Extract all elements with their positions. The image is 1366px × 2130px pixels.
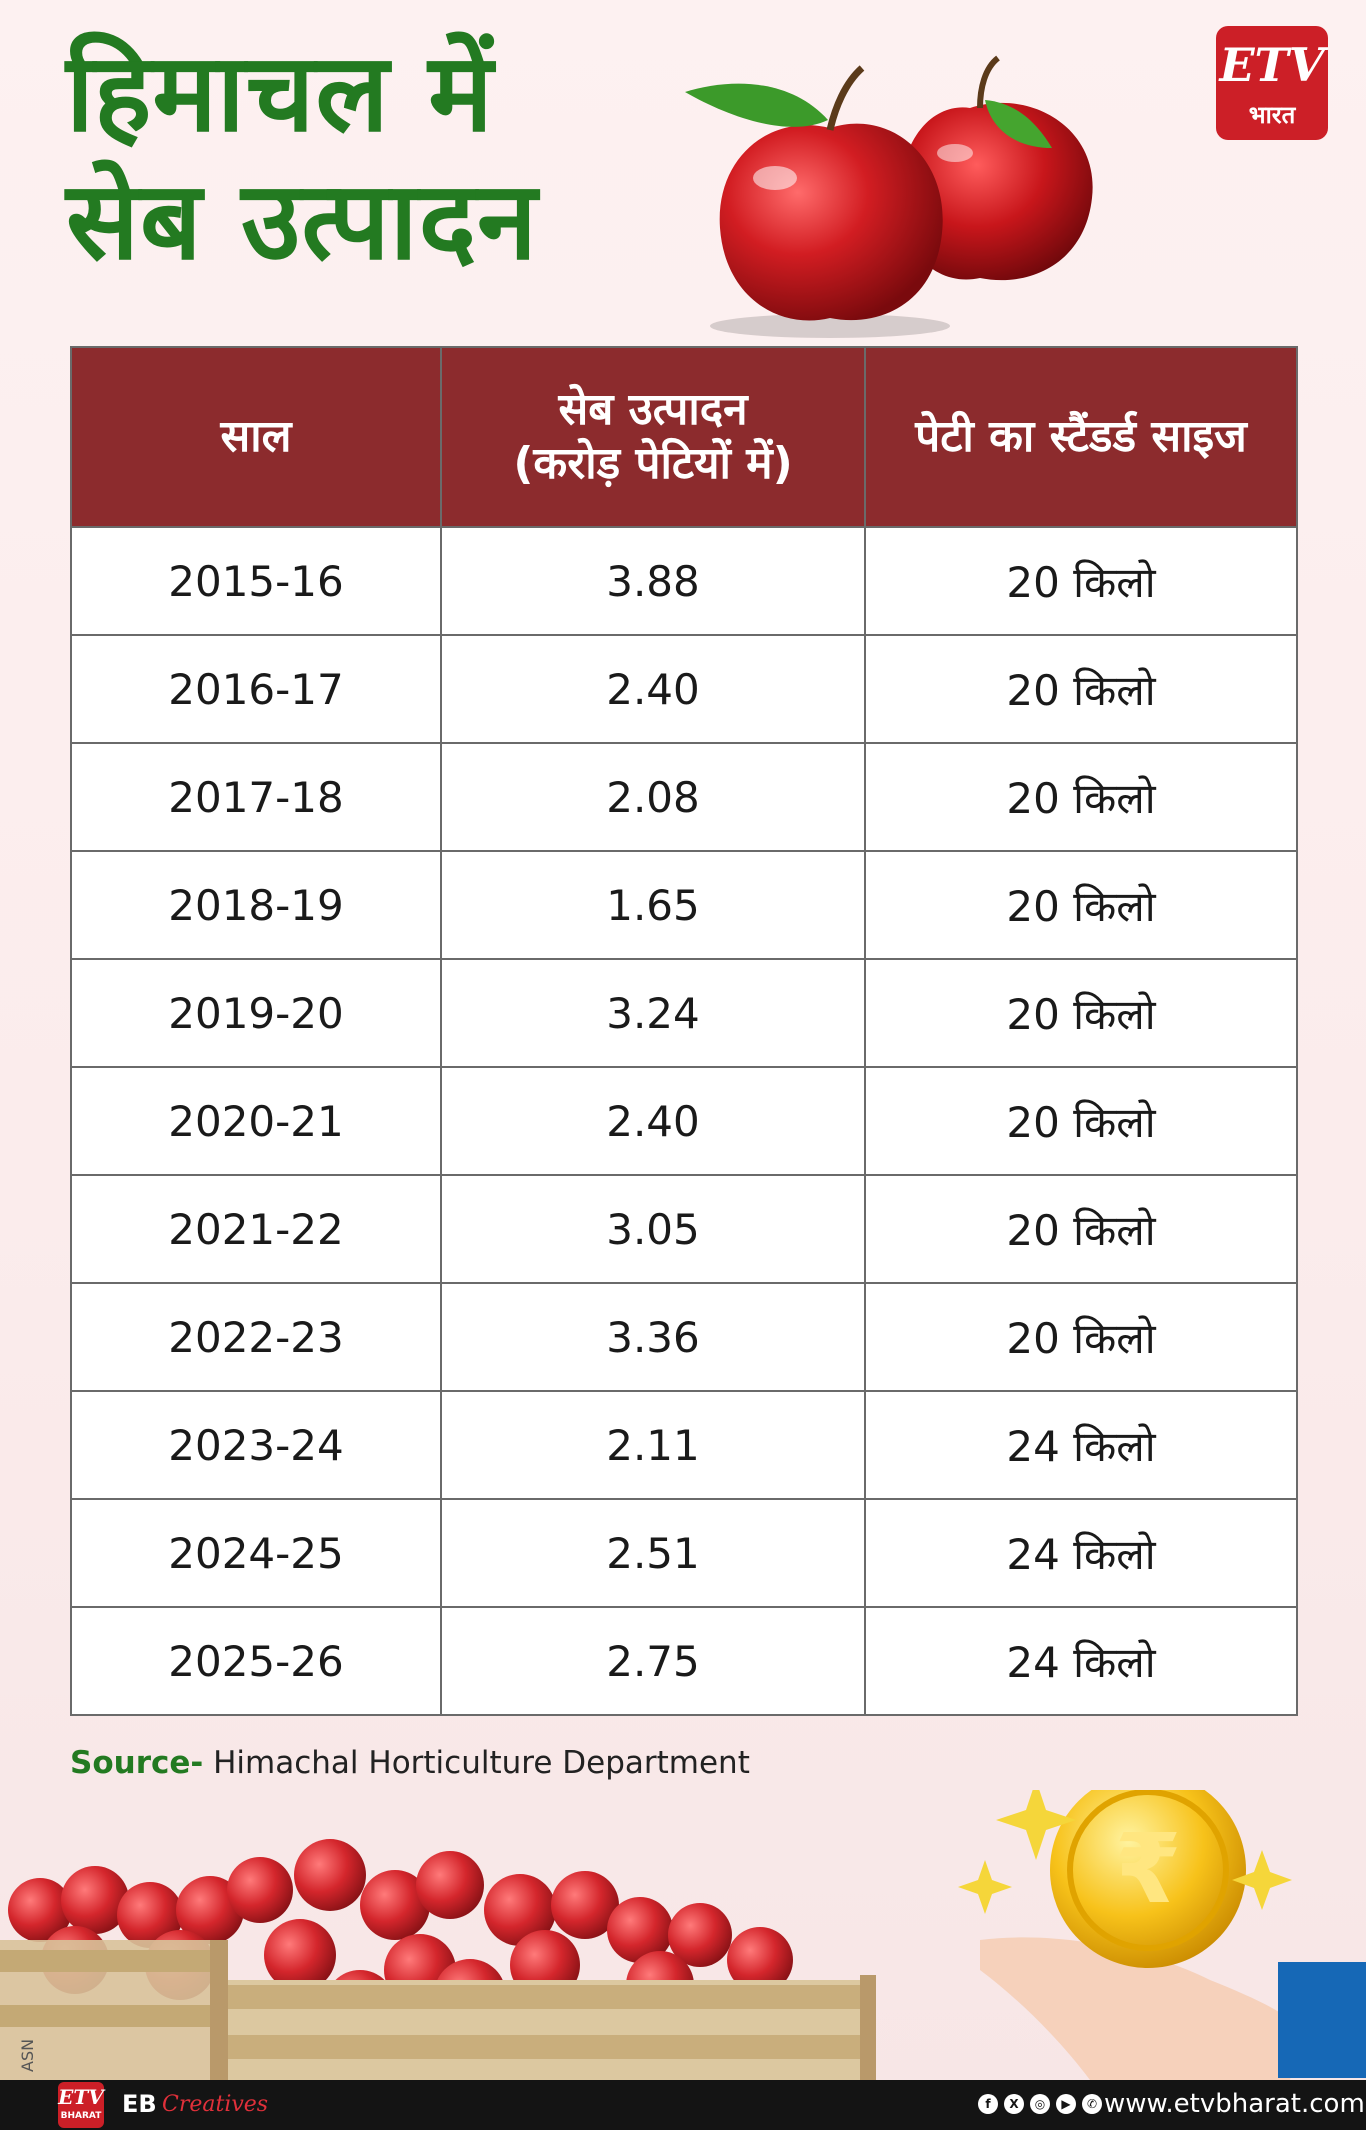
svg-text:₹: ₹ xyxy=(1115,1813,1182,1925)
title-line-2: सेब उत्पादन xyxy=(66,159,538,284)
cell-year: 2025-26 xyxy=(70,1606,442,1716)
instagram-icon[interactable]: ◎ xyxy=(1030,2094,1050,2114)
footer-logo: ETV BHARAT xyxy=(58,2082,104,2128)
asn-label: ASN xyxy=(18,2038,37,2072)
title-line-1: हिमाचल में xyxy=(66,31,494,156)
footer-bar: ETV BHARAT EB Creatives f X ◎ ▶ ✆ www.et… xyxy=(0,2080,1366,2130)
cell-box-size: 24 किलो xyxy=(864,1498,1298,1608)
page-title: हिमाचल में सेब उत्पादन xyxy=(66,30,538,286)
cell-box-size: 20 किलो xyxy=(864,742,1298,852)
cell-year: 2018-19 xyxy=(70,850,442,960)
cell-year: 2017-18 xyxy=(70,742,442,852)
source-note: Source- Himachal Horticulture Department xyxy=(70,1745,750,1781)
table-row: 2019-20 3.24 20 किलो xyxy=(70,958,1298,1068)
footer-logo-sub: BHARAT xyxy=(60,2111,102,2121)
table-row: 2015-16 3.88 20 किलो xyxy=(70,526,1298,636)
header-production-line2: (करोड़ पेटियों में) xyxy=(513,438,793,489)
cell-year: 2021-22 xyxy=(70,1174,442,1284)
cell-year: 2020-21 xyxy=(70,1066,442,1176)
cell-production: 3.88 xyxy=(440,526,866,636)
table-header-row: साल सेब उत्पादन (करोड़ पेटियों में) पेटी… xyxy=(70,346,1298,528)
cell-production: 2.75 xyxy=(440,1606,866,1716)
cell-box-size: 20 किलो xyxy=(864,1066,1298,1176)
cell-box-size: 20 किलो xyxy=(864,958,1298,1068)
etv-bharat-logo: ETV भारत xyxy=(1216,26,1328,140)
logo-etv-text: ETV xyxy=(1219,38,1325,92)
table-row: 2020-21 2.40 20 किलो xyxy=(70,1066,1298,1176)
cell-production: 3.36 xyxy=(440,1282,866,1392)
accent-block xyxy=(1278,1962,1366,2078)
website-url[interactable]: www.etvbharat.com xyxy=(1104,2089,1365,2119)
table-row: 2025-26 2.75 24 किलो xyxy=(70,1606,1298,1716)
apples-illustration xyxy=(685,55,1093,338)
cell-box-size: 20 किलो xyxy=(864,526,1298,636)
header-box-size: पेटी का स्टैंडर्ड साइज xyxy=(864,346,1298,528)
cell-production: 2.11 xyxy=(440,1390,866,1500)
footer-logo-text: ETV xyxy=(58,2085,104,2109)
source-label: Source- xyxy=(70,1745,204,1781)
cell-year: 2019-20 xyxy=(70,958,442,1068)
table-row: 2024-25 2.51 24 किलो xyxy=(70,1498,1298,1608)
cell-production: 2.40 xyxy=(440,634,866,744)
cell-year: 2024-25 xyxy=(70,1498,442,1608)
cell-box-size: 20 किलो xyxy=(864,634,1298,744)
eb-label: EB xyxy=(122,2090,157,2118)
header-year: साल xyxy=(70,346,442,528)
cell-production: 2.08 xyxy=(440,742,866,852)
cell-production: 2.51 xyxy=(440,1498,866,1608)
creatives-label: Creatives xyxy=(162,2092,269,2117)
cell-year: 2016-17 xyxy=(70,634,442,744)
cell-box-size: 24 किलो xyxy=(864,1606,1298,1716)
table-row: 2023-24 2.11 24 किलो xyxy=(70,1390,1298,1500)
x-icon[interactable]: X xyxy=(1004,2094,1024,2114)
whatsapp-icon[interactable]: ✆ xyxy=(1082,2094,1102,2114)
table-row: 2018-19 1.65 20 किलो xyxy=(70,850,1298,960)
cell-box-size: 20 किलो xyxy=(864,1174,1298,1284)
cell-box-size: 20 किलो xyxy=(864,1282,1298,1392)
cell-year: 2022-23 xyxy=(70,1282,442,1392)
cell-production: 2.40 xyxy=(440,1066,866,1176)
cell-production: 3.24 xyxy=(440,958,866,1068)
cell-box-size: 20 किलो xyxy=(864,850,1298,960)
cell-box-size: 24 किलो xyxy=(864,1390,1298,1500)
header-production: सेब उत्पादन (करोड़ पेटियों में) xyxy=(440,346,866,528)
production-table: साल सेब उत्पादन (करोड़ पेटियों में) पेटी… xyxy=(70,346,1298,1716)
table-row: 2021-22 3.05 20 किलो xyxy=(70,1174,1298,1284)
table-row: 2016-17 2.40 20 किलो xyxy=(70,634,1298,744)
youtube-icon[interactable]: ▶ xyxy=(1056,2094,1076,2114)
cell-production: 3.05 xyxy=(440,1174,866,1284)
apple-crates-illustration: ₹ xyxy=(0,1790,1300,2080)
table-row: 2022-23 3.36 20 किलो xyxy=(70,1282,1298,1392)
source-text: Himachal Horticulture Department xyxy=(213,1745,750,1781)
cell-year: 2023-24 xyxy=(70,1390,442,1500)
cell-production: 1.65 xyxy=(440,850,866,960)
header-production-line1: सेब उत्पादन xyxy=(558,384,748,435)
social-icons: f X ◎ ▶ ✆ xyxy=(978,2094,1102,2114)
cell-year: 2015-16 xyxy=(70,526,442,636)
logo-bharat-text: भारत xyxy=(1248,101,1296,129)
facebook-icon[interactable]: f xyxy=(978,2094,998,2114)
table-row: 2017-18 2.08 20 किलो xyxy=(70,742,1298,852)
